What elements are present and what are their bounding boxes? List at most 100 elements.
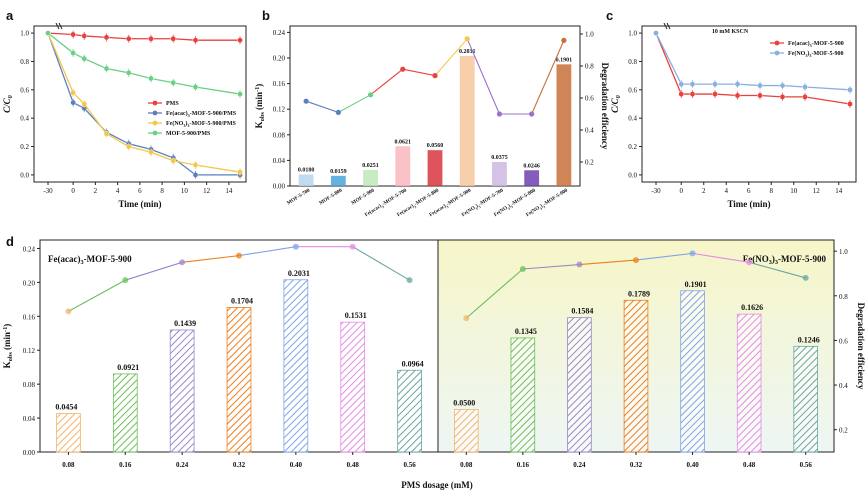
x-tick-label: 14 (225, 187, 233, 195)
plot-frame (39, 239, 835, 453)
efficiency-point (349, 243, 356, 250)
panel-d-letter: d (6, 234, 14, 249)
efficiency-line (692, 252, 750, 263)
text-span: -MOF-5-700 (478, 187, 505, 207)
x-tick-label: 2 (702, 187, 706, 195)
y-tick-label-left: 0.20 (23, 279, 36, 287)
bar (623, 299, 649, 453)
y-tick-label-left: 0.08 (273, 131, 286, 139)
efficiency-line (125, 261, 183, 281)
y-tick-label: 0.4 (20, 115, 29, 123)
y-tick-label-left: 0.00 (23, 449, 36, 457)
legend-marker (152, 110, 158, 116)
y-tick-label-left: 0.12 (23, 347, 36, 355)
x-tick-label: 4 (725, 187, 729, 195)
text-span: -MOF-5-900 (84, 254, 132, 264)
bar-value-label: 0.0560 (427, 143, 444, 149)
bar (567, 317, 592, 453)
y-tick-label-right: 0.8 (839, 293, 848, 301)
efficiency-line (402, 68, 436, 77)
efficiency-point (519, 266, 526, 273)
efficiency-line (352, 246, 410, 281)
bar-value-label: 0.1584 (571, 307, 593, 316)
bar (226, 307, 252, 453)
y-tick-label: 0.0 (628, 171, 637, 179)
text-span: 3 (478, 205, 482, 209)
text-span: -MOF-5-900 (778, 254, 826, 264)
x-tick-label: 6 (747, 187, 751, 195)
bar (363, 169, 378, 186)
text-span: 3 (805, 53, 807, 58)
bar (340, 321, 366, 453)
x-axis-label: Time (min) (727, 199, 770, 209)
y-tick-label-left: 0.16 (273, 80, 286, 88)
text-span: -MOF-5-700 (381, 187, 408, 207)
x-tick-label: 0.48 (743, 461, 756, 469)
series-line (47, 32, 241, 173)
efficiency-point (292, 243, 299, 250)
text-span: 3 (446, 205, 450, 209)
text-span: Fe(acac) (166, 110, 188, 117)
y-tick-label: 1.0 (20, 30, 29, 38)
text-span: 3 (183, 123, 185, 128)
text-span: Fe(NO (460, 204, 476, 218)
y-axis-label: C/C0 (610, 94, 622, 113)
axis-break-mark (55, 22, 60, 30)
x-tick-label: 0.08 (460, 461, 473, 469)
legend-label: Fe(acac)3-MOF-5-900/PMS (166, 110, 237, 118)
y-tick-label-right: 0.8 (585, 63, 594, 71)
subpanel-title: Fe(acac)3-MOF-5-900 (48, 254, 132, 266)
bar-value-label: 0.0621 (395, 139, 412, 145)
y-tick-label-left: 0.04 (273, 157, 286, 165)
text-span: -1 (2, 327, 9, 332)
x-tick-label: 12 (203, 187, 211, 195)
x-tick-label: 8 (770, 187, 774, 195)
y-tick-label-right: 0.2 (839, 427, 848, 435)
text-span: obs (259, 112, 266, 122)
text-span: (min (254, 92, 264, 112)
x-tick-label: 12 (813, 187, 821, 195)
efficiency-point (179, 259, 186, 266)
efficiency-line (338, 94, 371, 113)
text-span: K (254, 121, 264, 128)
y-axis-label: C/C0 (2, 94, 14, 113)
text-span: -MOF-5-800 (413, 187, 440, 207)
axis-break-mark (663, 22, 668, 30)
bar-value-label: 0.0251 (362, 163, 379, 169)
x-axis-label: Time (min) (118, 199, 161, 209)
y-tick-label-right: 1.0 (585, 31, 594, 39)
text-span: MOF-5-900/PMS (166, 131, 211, 137)
text-span: Fe(NO (492, 204, 508, 218)
text-span: ) (807, 50, 809, 57)
x-tick-label: 0.40 (290, 461, 303, 469)
bar (427, 150, 443, 186)
y-tick-label-right: 0.6 (839, 337, 848, 345)
y-tick-label: 0.8 (628, 58, 637, 66)
efficiency-point (432, 73, 438, 79)
data-point (45, 30, 51, 36)
efficiency-line (182, 255, 240, 263)
bar-value-label: 0.1789 (628, 289, 650, 298)
efficiency-point (576, 261, 583, 268)
text-span: 0 (7, 94, 14, 98)
x-tick-label: 6 (138, 187, 142, 195)
text-span: 3 (810, 43, 812, 48)
x-tick-label: MOF-5-900 (350, 187, 376, 206)
x-tick-label: 14 (835, 187, 843, 195)
plot-frame (33, 25, 247, 183)
bar (298, 174, 314, 186)
bar-value-label: 0.0159 (330, 169, 347, 175)
efficiency-point (335, 109, 341, 115)
bar-value-label: 0.0964 (402, 359, 424, 368)
bar-value-label: 0.0246 (523, 163, 540, 169)
data-point (653, 30, 659, 36)
efficiency-point (406, 277, 413, 284)
x-tick-label: -30 (651, 187, 661, 195)
text-span: K (2, 361, 12, 368)
text-span: ) (2, 324, 12, 327)
y-axis-label-right: Degradation efficiency (600, 63, 610, 150)
efficiency-line (635, 252, 693, 261)
text-span: C/C (610, 97, 620, 113)
text-span: 3 (188, 113, 190, 118)
text-span: 3 (475, 207, 479, 211)
